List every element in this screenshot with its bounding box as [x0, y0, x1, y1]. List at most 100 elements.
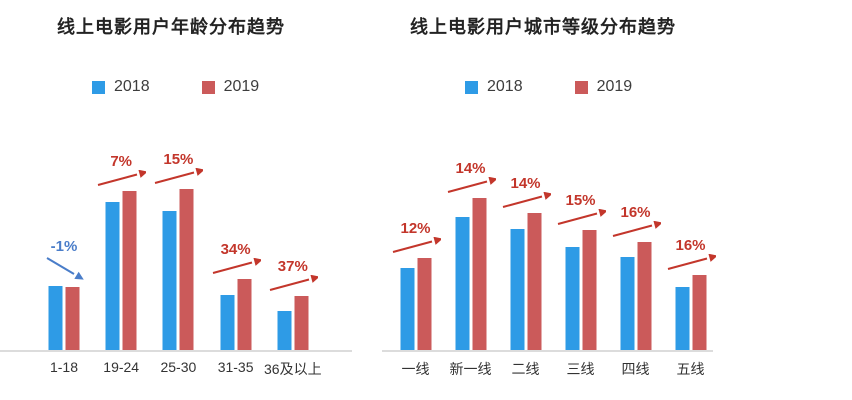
x-axis-label: 四线: [621, 361, 650, 377]
trend-up-arrow-icon: [447, 177, 496, 193]
legend-item-2019: 2019: [574, 78, 632, 96]
x-axis-label: 二线: [511, 361, 540, 377]
x-axis-label: 1-18: [49, 359, 79, 375]
bar-pair: [510, 213, 541, 350]
bar-pair: [277, 296, 309, 350]
legend-item-2018: 2018: [465, 78, 523, 96]
city-chart-plot: 12% 一线 14% 新一线 14% 二线 15% 三线 16% 四线 16% 五线: [382, 140, 716, 377]
age-chart-plot: -1% 1-18 7% 19-24 15% 25-30 34% 31-35 37% 36及以上: [0, 140, 352, 377]
trend-up-arrow-icon: [392, 237, 441, 253]
trend-up-arrow-icon: [97, 170, 147, 186]
growth-annotation: -1%: [35, 238, 93, 280]
trend-up-arrow-icon: [502, 192, 551, 208]
x-axis-label: 19-24: [103, 359, 140, 375]
bar-2019: [65, 287, 80, 350]
bar-2018: [675, 287, 689, 350]
x-axis-label: 一线: [401, 361, 430, 377]
age-chart-title: 线上电影用户年龄分布趋势: [57, 17, 285, 37]
legend-swatch-2018: [465, 80, 478, 94]
bar-2019: [122, 191, 137, 350]
growth-label: 34%: [220, 240, 251, 258]
x-axis-label: 25-30: [160, 359, 197, 375]
x-axis-label: 三线: [566, 361, 595, 377]
bar-group: 37% 36及以上: [264, 140, 322, 377]
growth-annotation: 12%: [387, 220, 445, 254]
bar-2018: [105, 202, 120, 350]
bar-group: 16% 五线: [662, 140, 720, 377]
bar-pair: [220, 279, 252, 350]
legend-item-2018: 2018: [92, 78, 150, 96]
bar-2018: [455, 217, 469, 350]
bar-pair: [620, 242, 651, 350]
bar-2018: [162, 211, 177, 350]
bar-2019: [417, 258, 431, 350]
trend-down-arrow-icon: [46, 257, 84, 280]
growth-annotation: 14%: [442, 160, 500, 194]
legend-swatch-2019: [574, 80, 588, 94]
bar-2018: [620, 257, 634, 350]
bar-pair: [455, 198, 486, 350]
trend-up-arrow-icon: [212, 258, 261, 274]
bar-pair: [48, 286, 80, 350]
bar-group: 15% 25-30: [149, 140, 207, 375]
growth-annotation: 16%: [662, 237, 720, 271]
trend-up-arrow-icon: [269, 275, 318, 291]
legend-label-2018: 2018: [487, 78, 523, 95]
trend-up-arrow-icon: [557, 209, 606, 225]
growth-label: 12%: [400, 219, 431, 237]
bar-group: 16% 四线: [607, 140, 665, 377]
legend-label-2018: 2018: [114, 78, 150, 95]
growth-label: 15%: [163, 150, 194, 168]
bar-group: 34% 31-35: [207, 140, 265, 375]
bar-pair: [565, 230, 596, 350]
age-distribution-chart: 线上电影用户年龄分布趋势 2018 2019 -1% 1-18 7% 19-24 15%…: [0, 0, 368, 400]
legend-label-2019: 2019: [223, 78, 260, 95]
x-axis-label: 新一线: [449, 361, 492, 377]
bar-group: 12% 一线: [387, 140, 445, 377]
growth-annotation: 16%: [607, 204, 665, 238]
bar-pair: [105, 191, 137, 350]
legend-swatch-2019: [201, 80, 215, 94]
growth-label: 16%: [620, 203, 651, 221]
bar-pair: [675, 275, 706, 350]
bar-2019: [472, 198, 486, 350]
bar-2019: [294, 296, 309, 350]
bar-2019: [527, 213, 541, 350]
growth-annotation: 15%: [149, 151, 207, 185]
legend-item-2019: 2019: [201, 78, 260, 96]
growth-label: 14%: [510, 174, 541, 192]
bar-pair: [162, 189, 194, 350]
bar-2018: [510, 229, 524, 350]
bar-pair: [400, 258, 431, 350]
bar-2018: [277, 311, 292, 350]
trend-up-arrow-icon: [155, 168, 204, 184]
bar-group: -1% 1-18: [35, 140, 93, 375]
growth-label: 14%: [455, 159, 486, 177]
bar-2019: [692, 275, 706, 350]
bar-2018: [400, 268, 414, 350]
trend-up-arrow-icon: [667, 254, 716, 270]
bar-2019: [237, 279, 252, 350]
city-chart-title: 线上电影用户城市等级分布趋势: [410, 17, 676, 37]
growth-label: -1%: [50, 237, 78, 255]
growth-annotation: 34%: [207, 241, 265, 275]
bar-group: 7% 19-24: [92, 140, 150, 375]
city-chart-legend: 2018 2019: [465, 78, 632, 96]
growth-annotation: 14%: [497, 175, 555, 209]
bar-group: 14% 二线: [497, 140, 555, 377]
growth-label: 37%: [277, 257, 308, 275]
bar-2018: [220, 295, 235, 350]
bar-2019: [179, 189, 194, 350]
bar-group: 15% 三线: [552, 140, 610, 377]
x-axis-label: 36及以上: [264, 361, 322, 377]
bar-2018: [48, 286, 63, 350]
x-axis-label: 五线: [676, 361, 705, 377]
age-chart-legend: 2018 2019: [92, 78, 259, 96]
growth-annotation: 15%: [552, 192, 610, 226]
growth-label: 16%: [675, 236, 706, 254]
trend-up-arrow-icon: [612, 221, 661, 237]
bar-group: 14% 新一线: [442, 140, 500, 377]
growth-annotation: 37%: [264, 258, 322, 292]
bar-2019: [582, 230, 596, 350]
growth-label: 15%: [565, 191, 596, 209]
